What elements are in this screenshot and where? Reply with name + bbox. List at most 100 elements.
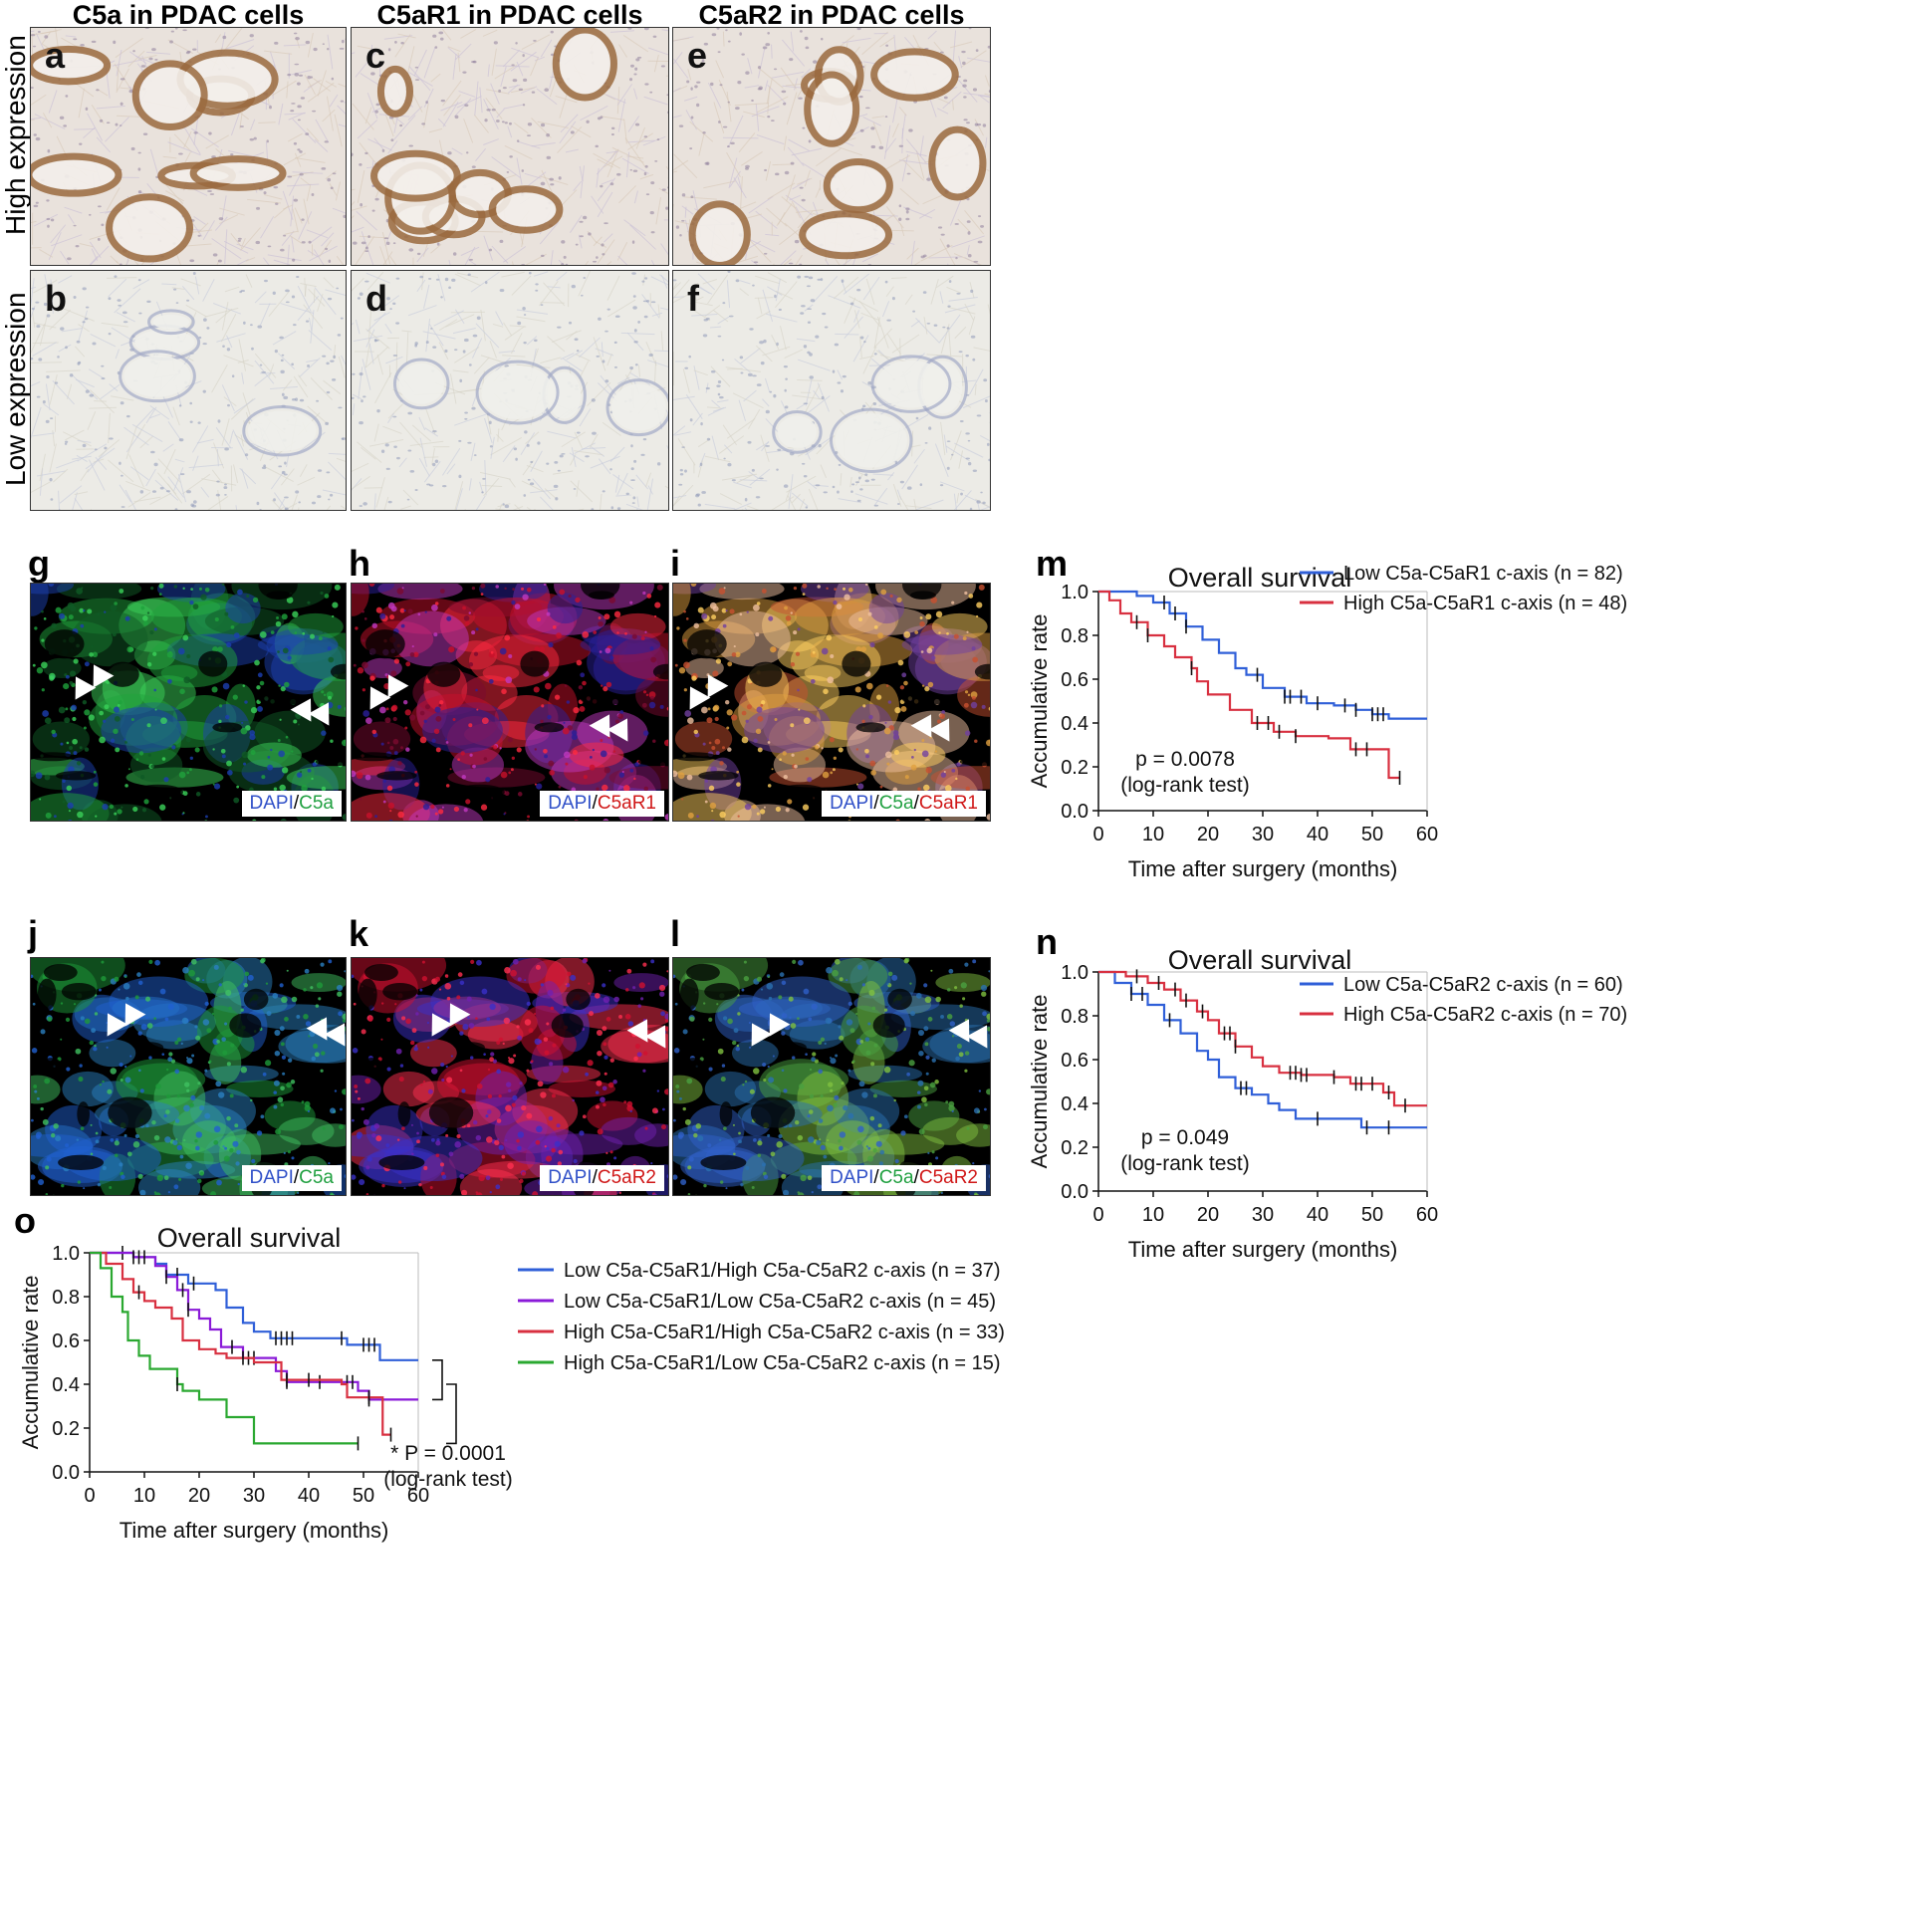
caption-channel-c5a: C5a — [299, 793, 334, 814]
caption-channel-dapi: DAPI — [249, 793, 294, 814]
comparison-bracket — [432, 1359, 443, 1401]
km-curve-series-2 — [90, 1251, 391, 1436]
legend-entry: Low C5a-C5aR2 c-axis (n = 60) — [1343, 974, 1623, 996]
y-axis-label: Accumulative rate — [18, 1276, 43, 1450]
y-tick-label: 1.0 — [1061, 962, 1088, 984]
km-chart-m: Overall survival 0.0 0.2 0.4 0.6 0.8 1.0 0 10 20 3… — [1027, 563, 1627, 881]
y-tick-label: 1.0 — [1061, 582, 1088, 603]
y-axis-label: Accumulative rate — [1027, 614, 1052, 789]
caption-channel-c5a: C5a — [878, 1167, 914, 1188]
x-tick-label: 30 — [1252, 1204, 1274, 1226]
caption-channel-dapi: DAPI — [249, 1167, 294, 1188]
stat-annotation: (log-rank test) — [1120, 1152, 1250, 1175]
channel-caption-j: DAPI/C5a — [241, 1165, 342, 1191]
fluor-panel-i: DAPI/C5a/C5aR1 — [672, 583, 991, 822]
panel-label-o: o — [14, 1200, 36, 1241]
ihc-panel-d: d — [351, 270, 669, 511]
fluor-panel-k: DAPI/C5aR2 — [351, 957, 669, 1196]
panel-label-g: g — [28, 543, 50, 584]
y-tick-label: 0.8 — [1061, 625, 1088, 647]
x-tick-label: 30 — [1252, 824, 1274, 845]
panel-label-a: a — [45, 35, 66, 76]
fluor-image-k — [352, 958, 668, 1195]
fluor-image-j — [31, 958, 346, 1195]
legend-entry: Low C5a-C5aR1/Low C5a-C5aR2 c-axis (n = … — [564, 1291, 996, 1313]
caption-channel-c5ar2: C5aR2 — [918, 1167, 978, 1188]
channel-caption-k: DAPI/C5aR2 — [540, 1165, 664, 1191]
km-curve-series-1 — [1098, 970, 1427, 1107]
ihc-tissue-c — [352, 28, 668, 265]
x-tick-label: 50 — [1361, 824, 1383, 845]
y-tick-label: 0.8 — [52, 1287, 80, 1309]
x-axis-label: Time after surgery (months) — [1128, 1237, 1398, 1262]
channel-caption-i: DAPI/C5a/C5aR1 — [822, 791, 986, 817]
legend-entry: High C5a-C5aR1 c-axis (n = 48) — [1343, 593, 1627, 614]
y-tick-label: 0.2 — [1061, 757, 1088, 779]
x-tick-label: 20 — [1197, 1204, 1219, 1226]
fluor-image-i — [673, 584, 990, 821]
y-tick-label: 1.0 — [52, 1243, 80, 1265]
caption-channel-dapi: DAPI — [548, 1167, 593, 1188]
x-tick-label: 40 — [298, 1485, 320, 1507]
fluor-image-h — [352, 584, 668, 821]
y-tick-label: 0.0 — [1061, 1181, 1088, 1203]
x-tick-label: 10 — [1142, 824, 1164, 845]
x-axis-label: Time after surgery (months) — [1128, 856, 1398, 881]
panel-label-h: h — [349, 543, 370, 584]
chart-title: Overall survival — [1168, 945, 1352, 975]
panel-label-n: n — [1036, 921, 1058, 962]
row-label-low: Low expression — [0, 292, 31, 486]
stat-annotation: p = 0.0078 — [1135, 748, 1235, 771]
km-chart-n: Overall survival 0.0 0.2 0.4 0.6 0.8 1.0 0 10 20 3… — [1027, 945, 1627, 1262]
legend-entry: High C5a-C5aR1/High C5a-C5aR2 c-axis (n … — [564, 1322, 1005, 1343]
stat-annotation: p = 0.049 — [1141, 1126, 1229, 1149]
fluor-panel-l: DAPI/C5a/C5aR2 — [672, 957, 991, 1196]
x-tick-label: 50 — [1361, 1204, 1383, 1226]
panel-label-e: e — [687, 35, 708, 76]
legend-entry: High C5a-C5aR2 c-axis (n = 70) — [1343, 1004, 1627, 1026]
x-tick-label: 60 — [1416, 1204, 1438, 1226]
caption-channel-c5ar1: C5aR1 — [597, 793, 656, 814]
y-tick-label: 0.4 — [52, 1374, 80, 1396]
legend-entry: Low C5a-C5aR1/High C5a-C5aR2 c-axis (n =… — [564, 1260, 1001, 1282]
column-header-c5a: C5a in PDAC cells — [72, 0, 305, 30]
x-tick-label: 40 — [1307, 824, 1328, 845]
km-curve-series-0 — [1098, 970, 1427, 1129]
x-tick-label: 20 — [1197, 824, 1219, 845]
y-tick-label: 0.0 — [52, 1462, 80, 1484]
ihc-panel-a: a — [30, 27, 347, 266]
ihc-panel-c: c — [351, 27, 669, 266]
caption-channel-dapi: DAPI — [830, 793, 874, 814]
ihc-panel-b: b — [30, 270, 347, 511]
ihc-tissue-f — [673, 271, 990, 510]
row-label-high: High expression — [0, 35, 31, 235]
fluor-panel-j: DAPI/C5a — [30, 957, 347, 1196]
x-tick-label: 60 — [407, 1485, 429, 1507]
panel-label-c: c — [365, 35, 386, 76]
column-header-c5ar2: C5aR2 in PDAC cells — [698, 0, 965, 30]
channel-caption-g: DAPI/C5a — [241, 791, 342, 817]
ihc-tissue-b — [31, 271, 346, 510]
x-tick-label: 40 — [1307, 1204, 1328, 1226]
panel-label-j: j — [28, 913, 39, 954]
km-chart-o: Overall survival 0.0 0.2 0.4 0.6 0.8 1.0 0 10 20 3… — [18, 1223, 1005, 1543]
channel-caption-h: DAPI/C5aR1 — [540, 791, 664, 817]
x-tick-label: 10 — [133, 1485, 155, 1507]
legend-entry: High C5a-C5aR1/Low C5a-C5aR2 c-axis (n =… — [564, 1352, 1001, 1374]
y-tick-label: 0.6 — [1061, 1050, 1088, 1072]
stat-annotation: (log-rank test) — [383, 1468, 513, 1491]
caption-channel-c5ar2: C5aR2 — [597, 1167, 656, 1188]
channel-caption-l: DAPI/C5a/C5aR2 — [822, 1165, 986, 1191]
comparison-bracket — [446, 1383, 457, 1445]
caption-channel-c5ar1: C5aR1 — [918, 793, 978, 814]
y-tick-label: 0.8 — [1061, 1006, 1088, 1028]
stat-annotation: * P = 0.0001 — [390, 1442, 506, 1465]
y-tick-label: 0.2 — [52, 1418, 80, 1440]
y-axis-label: Accumulative rate — [1027, 995, 1052, 1169]
x-tick-label: 50 — [353, 1485, 374, 1507]
km-curve-series-1 — [1098, 590, 1400, 780]
panel-label-m: m — [1036, 543, 1069, 584]
fluor-panel-h: DAPI/C5aR1 — [351, 583, 669, 822]
panel-label-k: k — [349, 913, 369, 954]
caption-channel-c5a: C5a — [299, 1167, 334, 1188]
